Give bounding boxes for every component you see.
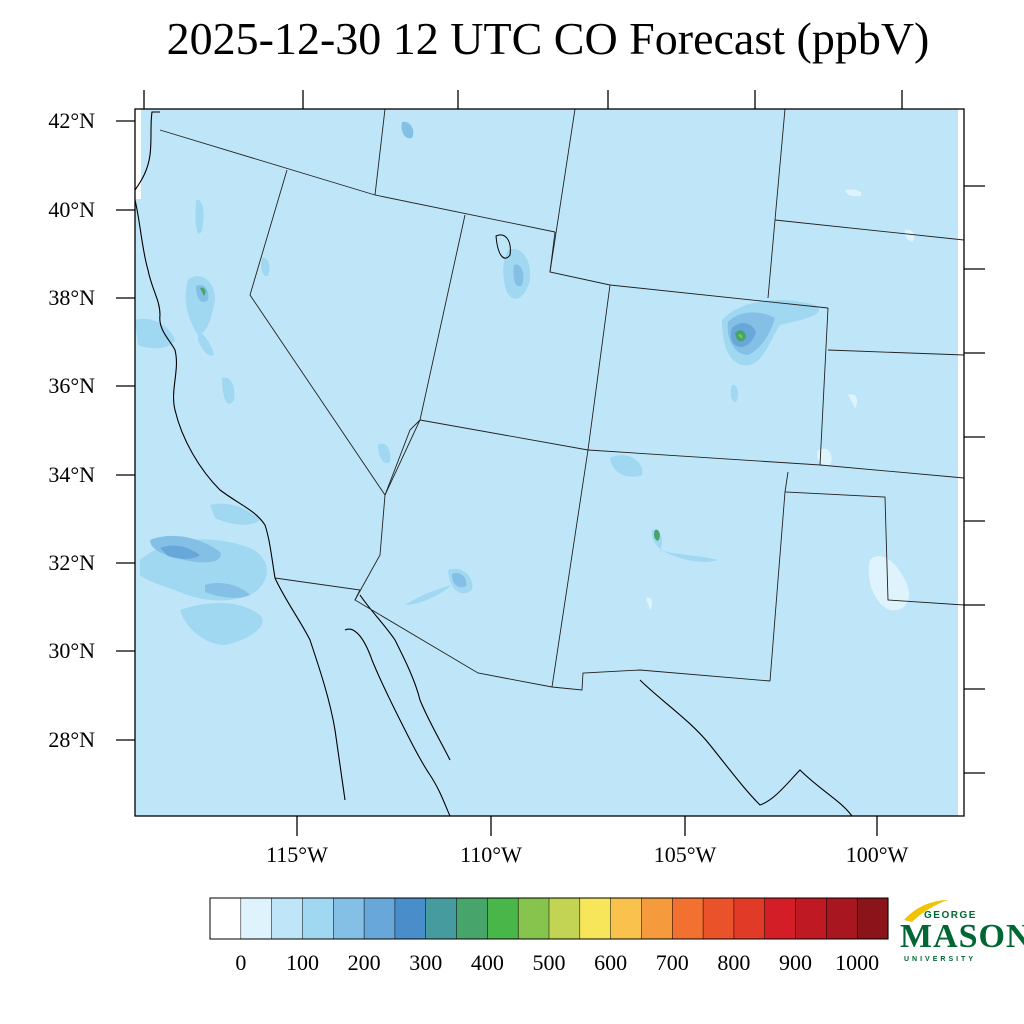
lat-label: 30°N [48,638,95,663]
colorbar-swatch [548,897,581,940]
bottom-ticks [296,816,878,836]
map-frame [134,108,965,817]
colorbar-tick-label: 700 [655,950,689,975]
colorbar-tick-label: 300 [409,950,443,975]
lat-label: 36°N [48,373,95,398]
colorbar-swatch [733,897,766,940]
colorbar-swatch [764,897,797,940]
colorbar-swatch [240,897,273,940]
logo-swoosh-icon [904,900,948,922]
colorbar-tick-label: 500 [532,950,566,975]
colorbar-swatch [271,897,304,940]
lon-label: 110°W [460,842,522,867]
right-ticks [964,185,985,774]
colorbar-swatch [302,897,334,940]
forecast-field [135,109,964,816]
colorbar-swatch [826,897,858,940]
colorbar-tick-label: 200 [347,950,381,975]
colorbar-tick-label: 0 [235,950,247,975]
colorbar-swatch [456,897,488,940]
lon-label: 105°W [653,842,717,867]
colorbar [209,897,889,940]
lat-label: 34°N [48,462,95,487]
colorbar-swatch [333,897,365,940]
colorbar-swatch [672,897,704,940]
colorbar-swatch [425,897,458,940]
logo-line-3: UNIVERSITY [904,956,977,963]
colorbar-tick-label: 800 [717,950,751,975]
colorbar-frame [209,897,889,940]
colorbar-tick-label: 600 [594,950,628,975]
colorbar-swatch [394,897,427,940]
colorbar-tick-label: 400 [470,950,504,975]
colorbar-swatch [641,897,673,940]
colorbar-swatch [856,897,889,940]
colorbar-swatch [363,897,396,940]
map-title: 2025-12-30 12 UTC CO Forecast (ppbV) [166,13,930,64]
colorbar-swatch [702,897,735,940]
lat-label: 42°N [48,108,95,133]
lat-label: 38°N [48,285,95,310]
colorbar-swatch [517,897,550,940]
colorbar-swatch [795,897,827,940]
lon-label: 115°W [266,842,328,867]
lat-ticks [116,120,135,741]
colorbar-tick-label: 900 [779,950,813,975]
lat-label: 40°N [48,197,95,222]
logo-line-1: GEORGE [924,910,977,921]
colorbar-swatch [579,897,612,940]
gmu-logo: GEORGE MASON UNIVERSITY [896,898,1024,978]
logo-line-2: MASON [900,918,1024,955]
colorbar-swatch [209,897,242,940]
lon-label: 100°W [845,842,909,867]
colorbar-tick-label: 1000 [835,950,880,975]
lat-label: 32°N [48,550,95,575]
top-ticks [143,90,903,109]
colorbar-swatch [610,897,643,940]
lat-label: 28°N [48,727,95,752]
colorbar-swatch [487,897,519,940]
colorbar-tick-label: 100 [285,950,319,975]
